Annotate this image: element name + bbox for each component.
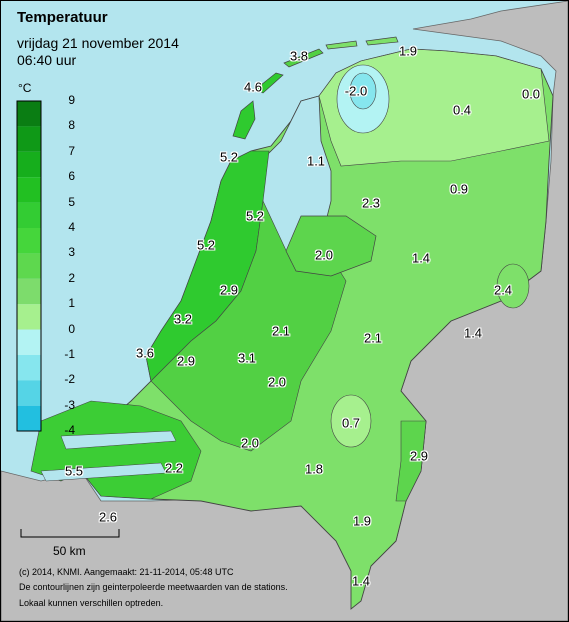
legend-tick-label: 4 [68, 220, 75, 234]
station-temperature: 2.0 [240, 435, 260, 451]
station-temperature: 1.4 [463, 325, 483, 341]
station-temperature: 2.9 [176, 353, 196, 369]
legend-tick-label: 2 [68, 270, 75, 285]
legend-tick-label: 5 [68, 194, 75, 209]
legend-band [17, 126, 41, 152]
legend-band [17, 329, 41, 355]
station-temperature: 1.8 [304, 461, 324, 477]
map-date: vrijdag 21 november 2014 [17, 35, 179, 51]
zone-cold-pocket [330, 394, 372, 448]
station-temperature: 2.9 [409, 448, 429, 464]
station-temperature: -2.0 [344, 83, 368, 99]
station-temperature: 5.2 [219, 149, 239, 165]
station-temperature: 5.5 [64, 463, 84, 479]
station-temperature: 1.4 [411, 250, 431, 266]
credit-line-2: De contourlijnen zijn geinterpoleerde me… [19, 582, 288, 592]
wadden-texel [232, 100, 256, 140]
legend-band [17, 177, 41, 203]
credit-line-3: Lokaal kunnen verschillen optreden. [19, 598, 164, 608]
legend-tick-label: 1 [68, 296, 75, 311]
legend-tick-label: -2 [64, 372, 75, 387]
legend-band [17, 304, 41, 330]
legend-tick-label: 7 [68, 143, 75, 158]
legend-frame [16, 100, 42, 432]
station-temperature: 1.9 [398, 43, 418, 59]
legend-tick-label: 8 [68, 118, 75, 133]
station-temperature: 0.0 [521, 86, 541, 102]
legend-unit: °C [18, 81, 32, 95]
map-title: Temperatuur [17, 9, 108, 26]
scale-bar-label: 50 km [53, 544, 86, 558]
station-temperature: 3.6 [135, 345, 155, 361]
station-temperature: 3.8 [289, 48, 309, 64]
station-temperature: 2.4 [493, 282, 513, 298]
station-temperature: 2.2 [164, 460, 184, 476]
zone-southeast [395, 420, 427, 502]
legend-band [17, 355, 41, 381]
legend-tick-label: 6 [68, 169, 75, 184]
legend-tick-label: 0 [68, 321, 75, 336]
station-temperature: 5.2 [196, 237, 216, 253]
zone-flevoland [285, 215, 377, 277]
zone-subzero-core [349, 72, 377, 110]
wadden-schiermonnikoog [365, 36, 399, 46]
legend-band [17, 228, 41, 254]
credit-line-1: (c) 2014, KNMI. Aangemaakt: 21-11-2014, … [19, 567, 234, 577]
zeeland-water-1 [60, 430, 177, 450]
station-temperature: 0.7 [341, 415, 361, 431]
legend-tick-label: -3 [64, 397, 75, 412]
station-temperature: 2.0 [267, 374, 287, 390]
station-temperature: 2.1 [363, 330, 383, 346]
legend-tick-label: 3 [68, 245, 75, 260]
station-temperature: 1.4 [351, 573, 371, 589]
legend-band [17, 151, 41, 178]
station-temperature: 1.9 [352, 513, 372, 529]
station-temperature: 1.1 [306, 153, 326, 169]
zone-east-pocket [496, 263, 530, 309]
legend-color-bar [17, 101, 41, 432]
legend-band [17, 101, 41, 127]
legend-tick-label: 9 [68, 93, 75, 107]
legend-band [17, 253, 41, 279]
legend-tick-label: -4 [64, 423, 75, 438]
station-temperature: 2.9 [219, 282, 239, 298]
station-temperature: 2.3 [361, 195, 381, 211]
station-temperature: 2.1 [271, 323, 291, 339]
station-temperature: 0.9 [449, 181, 469, 197]
wadden-terschelling [283, 48, 324, 68]
legend-tick-label: -1 [64, 347, 75, 361]
legend-band [17, 405, 41, 432]
wadden-vlieland [255, 72, 284, 94]
scale-bar [20, 529, 120, 538]
zeeland-water-2 [40, 462, 167, 482]
map-time: 06:40 uur [17, 52, 77, 68]
legend-band [17, 380, 41, 406]
legend-band [17, 278, 41, 305]
station-temperature: 2.0 [314, 247, 334, 263]
station-temperature: 4.6 [243, 79, 263, 95]
wadden-ameland [325, 40, 358, 50]
legend-band [17, 202, 41, 228]
station-temperature: 5.2 [245, 208, 265, 224]
station-temperature: 0.4 [452, 102, 472, 118]
station-temperature: 2.6 [98, 509, 118, 525]
station-temperature: 3.2 [173, 311, 193, 327]
station-temperature: 3.1 [237, 350, 257, 366]
